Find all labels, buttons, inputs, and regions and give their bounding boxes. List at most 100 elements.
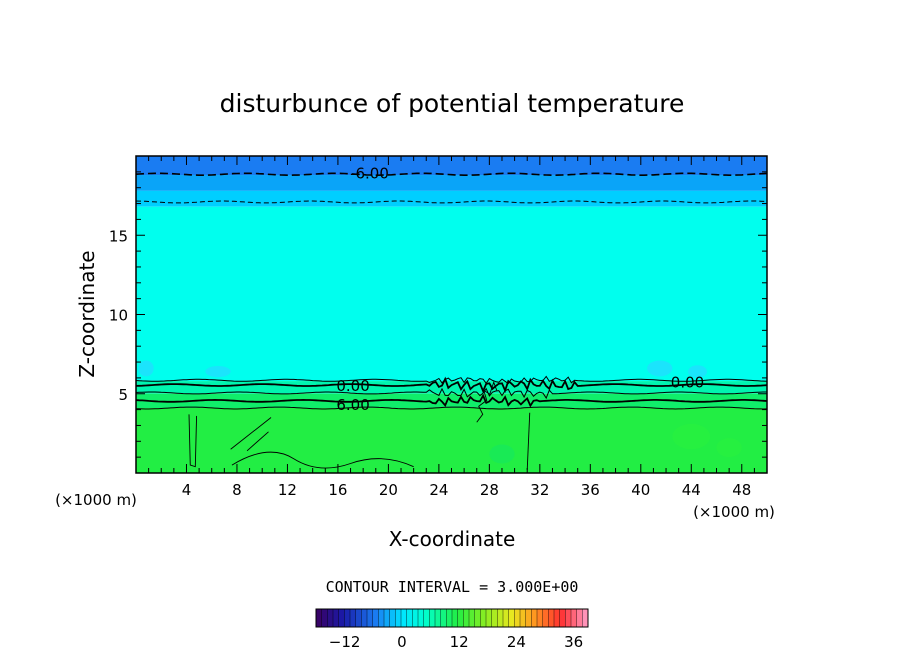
- colorbar-cell: [395, 609, 402, 627]
- contour-line-4: [135, 387, 767, 400]
- colorbar-tick-label: 24: [507, 633, 526, 651]
- x-tick-label: 16: [328, 481, 347, 499]
- colorbar-cell: [508, 609, 515, 627]
- band-3: [136, 206, 767, 382]
- colorbar-cell: [554, 609, 561, 627]
- contour-interval-label: CONTOUR INTERVAL = 3.000E+00: [326, 578, 579, 596]
- contour-feature-1: [230, 417, 272, 452]
- colorbar-cell: [327, 609, 334, 627]
- colorbar-cell: [548, 609, 555, 627]
- colorbar-cell: [531, 609, 538, 627]
- x-tick-label: 28: [480, 481, 499, 499]
- contour-line-3: [135, 376, 768, 394]
- contour-label-1: 0.00: [336, 377, 369, 395]
- contour-feature-2: [231, 451, 414, 469]
- patch-3: [688, 365, 708, 378]
- colorbar-cell: [457, 609, 464, 627]
- patch-5: [672, 423, 711, 450]
- x-tick-label: 20: [379, 481, 398, 499]
- colorbar-cell: [372, 609, 379, 627]
- y-unit-label: (×1000 m): [693, 503, 775, 521]
- contour-feature-0: [188, 414, 198, 468]
- contour-lines: [135, 172, 768, 470]
- colorbar-cell: [418, 609, 425, 627]
- x-tick-label: 4: [182, 481, 192, 499]
- colorbar-cell: [463, 609, 470, 627]
- band-0: [136, 156, 767, 176]
- patch-2: [647, 360, 673, 377]
- colorbar-cell: [435, 609, 442, 627]
- colorbar-cell: [389, 609, 396, 627]
- colorbar-cell: [378, 609, 385, 627]
- y-axis-ticks: 5 10 15: [109, 171, 767, 458]
- contour-feature-4: [526, 412, 531, 470]
- contour-feature-3: [476, 380, 498, 423]
- colorbar-cell: [503, 609, 510, 627]
- patch-6: [716, 438, 742, 458]
- colorbar-cell: [384, 609, 391, 627]
- colorbar-cell: [401, 609, 408, 627]
- x-unit-label: (×1000 m): [55, 491, 137, 509]
- colorbar-cell: [440, 609, 447, 627]
- patch-0: [138, 360, 154, 377]
- colorbar-cell: [576, 609, 583, 627]
- contour-line-5: [135, 393, 768, 408]
- colorbar-cell: [565, 609, 572, 627]
- x-tick-label: 24: [429, 481, 448, 499]
- colorbar-cell: [446, 609, 453, 627]
- band-2: [136, 190, 767, 207]
- colorbar-cell: [525, 609, 532, 627]
- x-tick-label: 36: [581, 481, 600, 499]
- colorbar-cell: [321, 609, 328, 627]
- colorbar-cell: [350, 609, 357, 627]
- contour-label-2: 0.00: [671, 374, 704, 392]
- colorbar-cell: [469, 609, 476, 627]
- x-tick-label: 8: [232, 481, 242, 499]
- x-axis-label: X-coordinate: [389, 527, 516, 551]
- colorbar-tick-label: 36: [564, 633, 583, 651]
- x-tick-label: 48: [732, 481, 751, 499]
- colorbar-cell: [497, 609, 504, 627]
- colorbar-cell: [452, 609, 459, 627]
- colorbar: −12 0 12 24 36: [315, 608, 589, 651]
- chart-title: disturbunce of potential temperature: [220, 89, 685, 118]
- y-tick-label: 10: [109, 307, 128, 325]
- contour-label-0: -6.00: [350, 164, 389, 182]
- x-tick-label: 44: [682, 481, 701, 499]
- colorbar-cell: [582, 609, 589, 627]
- colorbar-cell: [316, 609, 323, 627]
- colorbar-cell: [474, 609, 481, 627]
- colorbar-tick-label: 0: [397, 633, 407, 651]
- colorbar-tick-label: −12: [329, 633, 361, 651]
- y-tick-label: 15: [109, 227, 128, 245]
- contour-line-6: [135, 406, 768, 410]
- band-6: [136, 408, 767, 473]
- contour-line-1: [135, 200, 768, 204]
- patch-4: [489, 444, 515, 464]
- colorbar-cell: [537, 609, 544, 627]
- colorbar-tick-label: 12: [450, 633, 469, 651]
- x-axis-ticks: 4 8 12 16 20 24 28 32 36 40 44 48: [148, 156, 755, 499]
- colorbar-cell: [559, 609, 566, 627]
- contour-line-2: [135, 375, 768, 385]
- colorbar-cell: [344, 609, 351, 627]
- plot-area: -6.000.00 0.006.00 4 8 12 16 20 24 28 32 36 40 44 48…: [109, 155, 768, 499]
- colorbar-cell: [514, 609, 521, 627]
- colorbar-frame: [315, 608, 589, 628]
- colorbar-cell: [480, 609, 487, 627]
- colorbar-cell: [338, 609, 345, 627]
- colorbar-cell: [429, 609, 436, 627]
- band-1: [136, 175, 767, 191]
- colorbar-cell: [412, 609, 419, 627]
- colorbar-cell: [423, 609, 430, 627]
- patch-1: [205, 366, 231, 378]
- x-tick-label: 40: [631, 481, 650, 499]
- y-tick-label: 5: [118, 386, 128, 404]
- colorbar-cell: [520, 609, 527, 627]
- y-axis-label: Z-coordinate: [75, 250, 99, 377]
- color-bands: [136, 156, 767, 473]
- x-tick-label: 32: [530, 481, 549, 499]
- colorbar-cell: [542, 609, 549, 627]
- colorbar-cell: [491, 609, 498, 627]
